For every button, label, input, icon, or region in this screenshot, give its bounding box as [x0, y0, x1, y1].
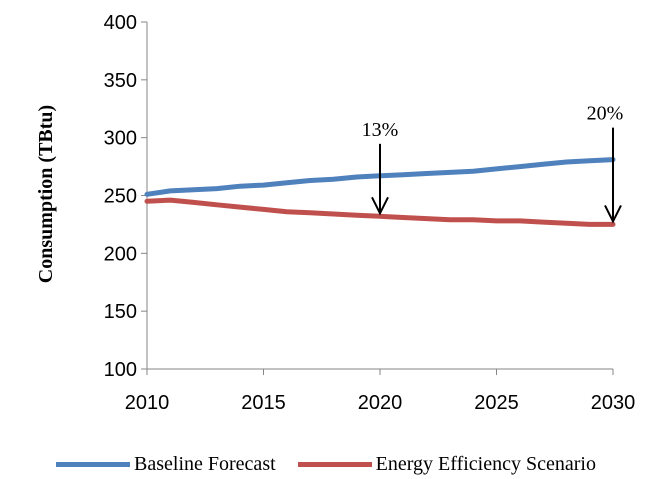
y-axis-title: Consumption (TBtu) — [35, 105, 57, 283]
legend: Baseline Forecast Energy Efficiency Scen… — [0, 452, 652, 476]
x-tick-label: 2015 — [241, 392, 286, 414]
y-tick-label: 150 — [104, 301, 137, 323]
y-tick-label: 350 — [104, 70, 137, 92]
annotation-arrow-head — [604, 204, 622, 224]
legend-label-baseline: Baseline Forecast — [134, 452, 276, 475]
legend-item-efficiency: Energy Efficiency Scenario — [297, 452, 596, 476]
x-tick-label: 2010 — [125, 392, 170, 414]
y-tick-label: 400 — [104, 12, 137, 34]
legend-swatch-efficiency — [297, 461, 372, 467]
y-tick-label: 300 — [104, 128, 137, 150]
legend-swatch-baseline — [56, 461, 131, 467]
legend-label-efficiency: Energy Efficiency Scenario — [375, 452, 596, 475]
x-tick-label: 2020 — [358, 392, 403, 414]
y-tick-label: 200 — [104, 243, 137, 265]
x-axis-ticks: 2010 2015 2020 2025 2030 — [125, 369, 636, 414]
y-tick-label: 100 — [104, 359, 137, 381]
x-tick-label: 2030 — [591, 392, 636, 414]
x-tick-label: 2025 — [474, 392, 519, 414]
legend-item-baseline: Baseline Forecast — [56, 453, 276, 476]
annotation-label: 20% — [587, 103, 624, 125]
annotation-arrow-head — [371, 196, 389, 216]
series-line-1 — [144, 197, 616, 227]
annotation-layer: 13% 20% — [362, 103, 624, 224]
y-axis-ticks: 100 150 200 250 300 350 400 — [104, 12, 147, 381]
annotation-label: 13% — [362, 119, 399, 141]
y-tick-label: 250 — [104, 186, 137, 208]
